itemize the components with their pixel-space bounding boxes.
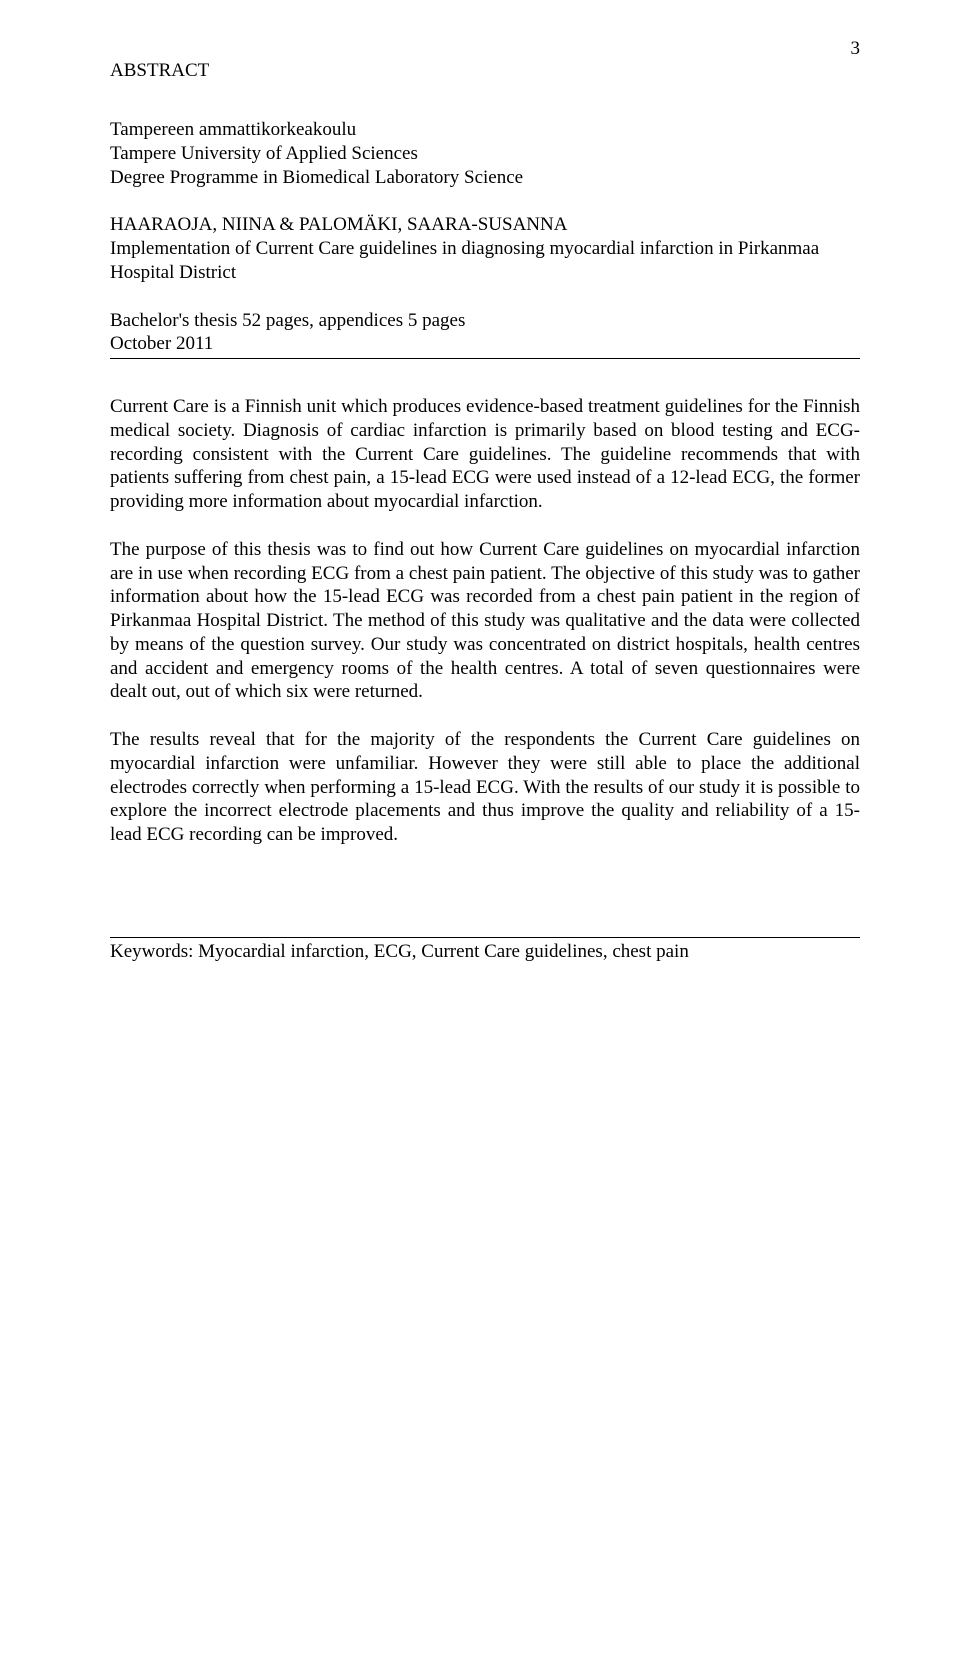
abstract-heading: ABSTRACT xyxy=(110,60,860,82)
institution-line-2: Tampere University of Applied Sciences xyxy=(110,142,860,166)
thesis-info-line-1: Bachelor's thesis 52 pages, appendices 5… xyxy=(110,309,860,333)
page-number: 3 xyxy=(851,38,861,60)
abstract-paragraph-1: Current Care is a Finnish unit which pro… xyxy=(110,395,860,514)
institution-block: Tampereen ammattikorkeakoulu Tampere Uni… xyxy=(110,118,860,189)
institution-line-1: Tampereen ammattikorkeakoulu xyxy=(110,118,860,142)
title-line: Implementation of Current Care guideline… xyxy=(110,237,860,285)
keywords-line: Keywords: Myocardial infarction, ECG, Cu… xyxy=(110,940,860,964)
thesis-info-block: Bachelor's thesis 52 pages, appendices 5… xyxy=(110,309,860,357)
authors-line: HAARAOJA, NIINA & PALOMÄKI, SAARA-SUSANN… xyxy=(110,213,860,237)
abstract-paragraph-3: The results reveal that for the majority… xyxy=(110,728,860,847)
institution-line-3: Degree Programme in Biomedical Laborator… xyxy=(110,166,860,190)
header-separator xyxy=(110,358,860,359)
authors-and-title: HAARAOJA, NIINA & PALOMÄKI, SAARA-SUSANN… xyxy=(110,213,860,284)
abstract-paragraph-2: The purpose of this thesis was to find o… xyxy=(110,538,860,704)
thesis-info-line-2: October 2011 xyxy=(110,332,860,356)
keywords-separator xyxy=(110,937,860,938)
